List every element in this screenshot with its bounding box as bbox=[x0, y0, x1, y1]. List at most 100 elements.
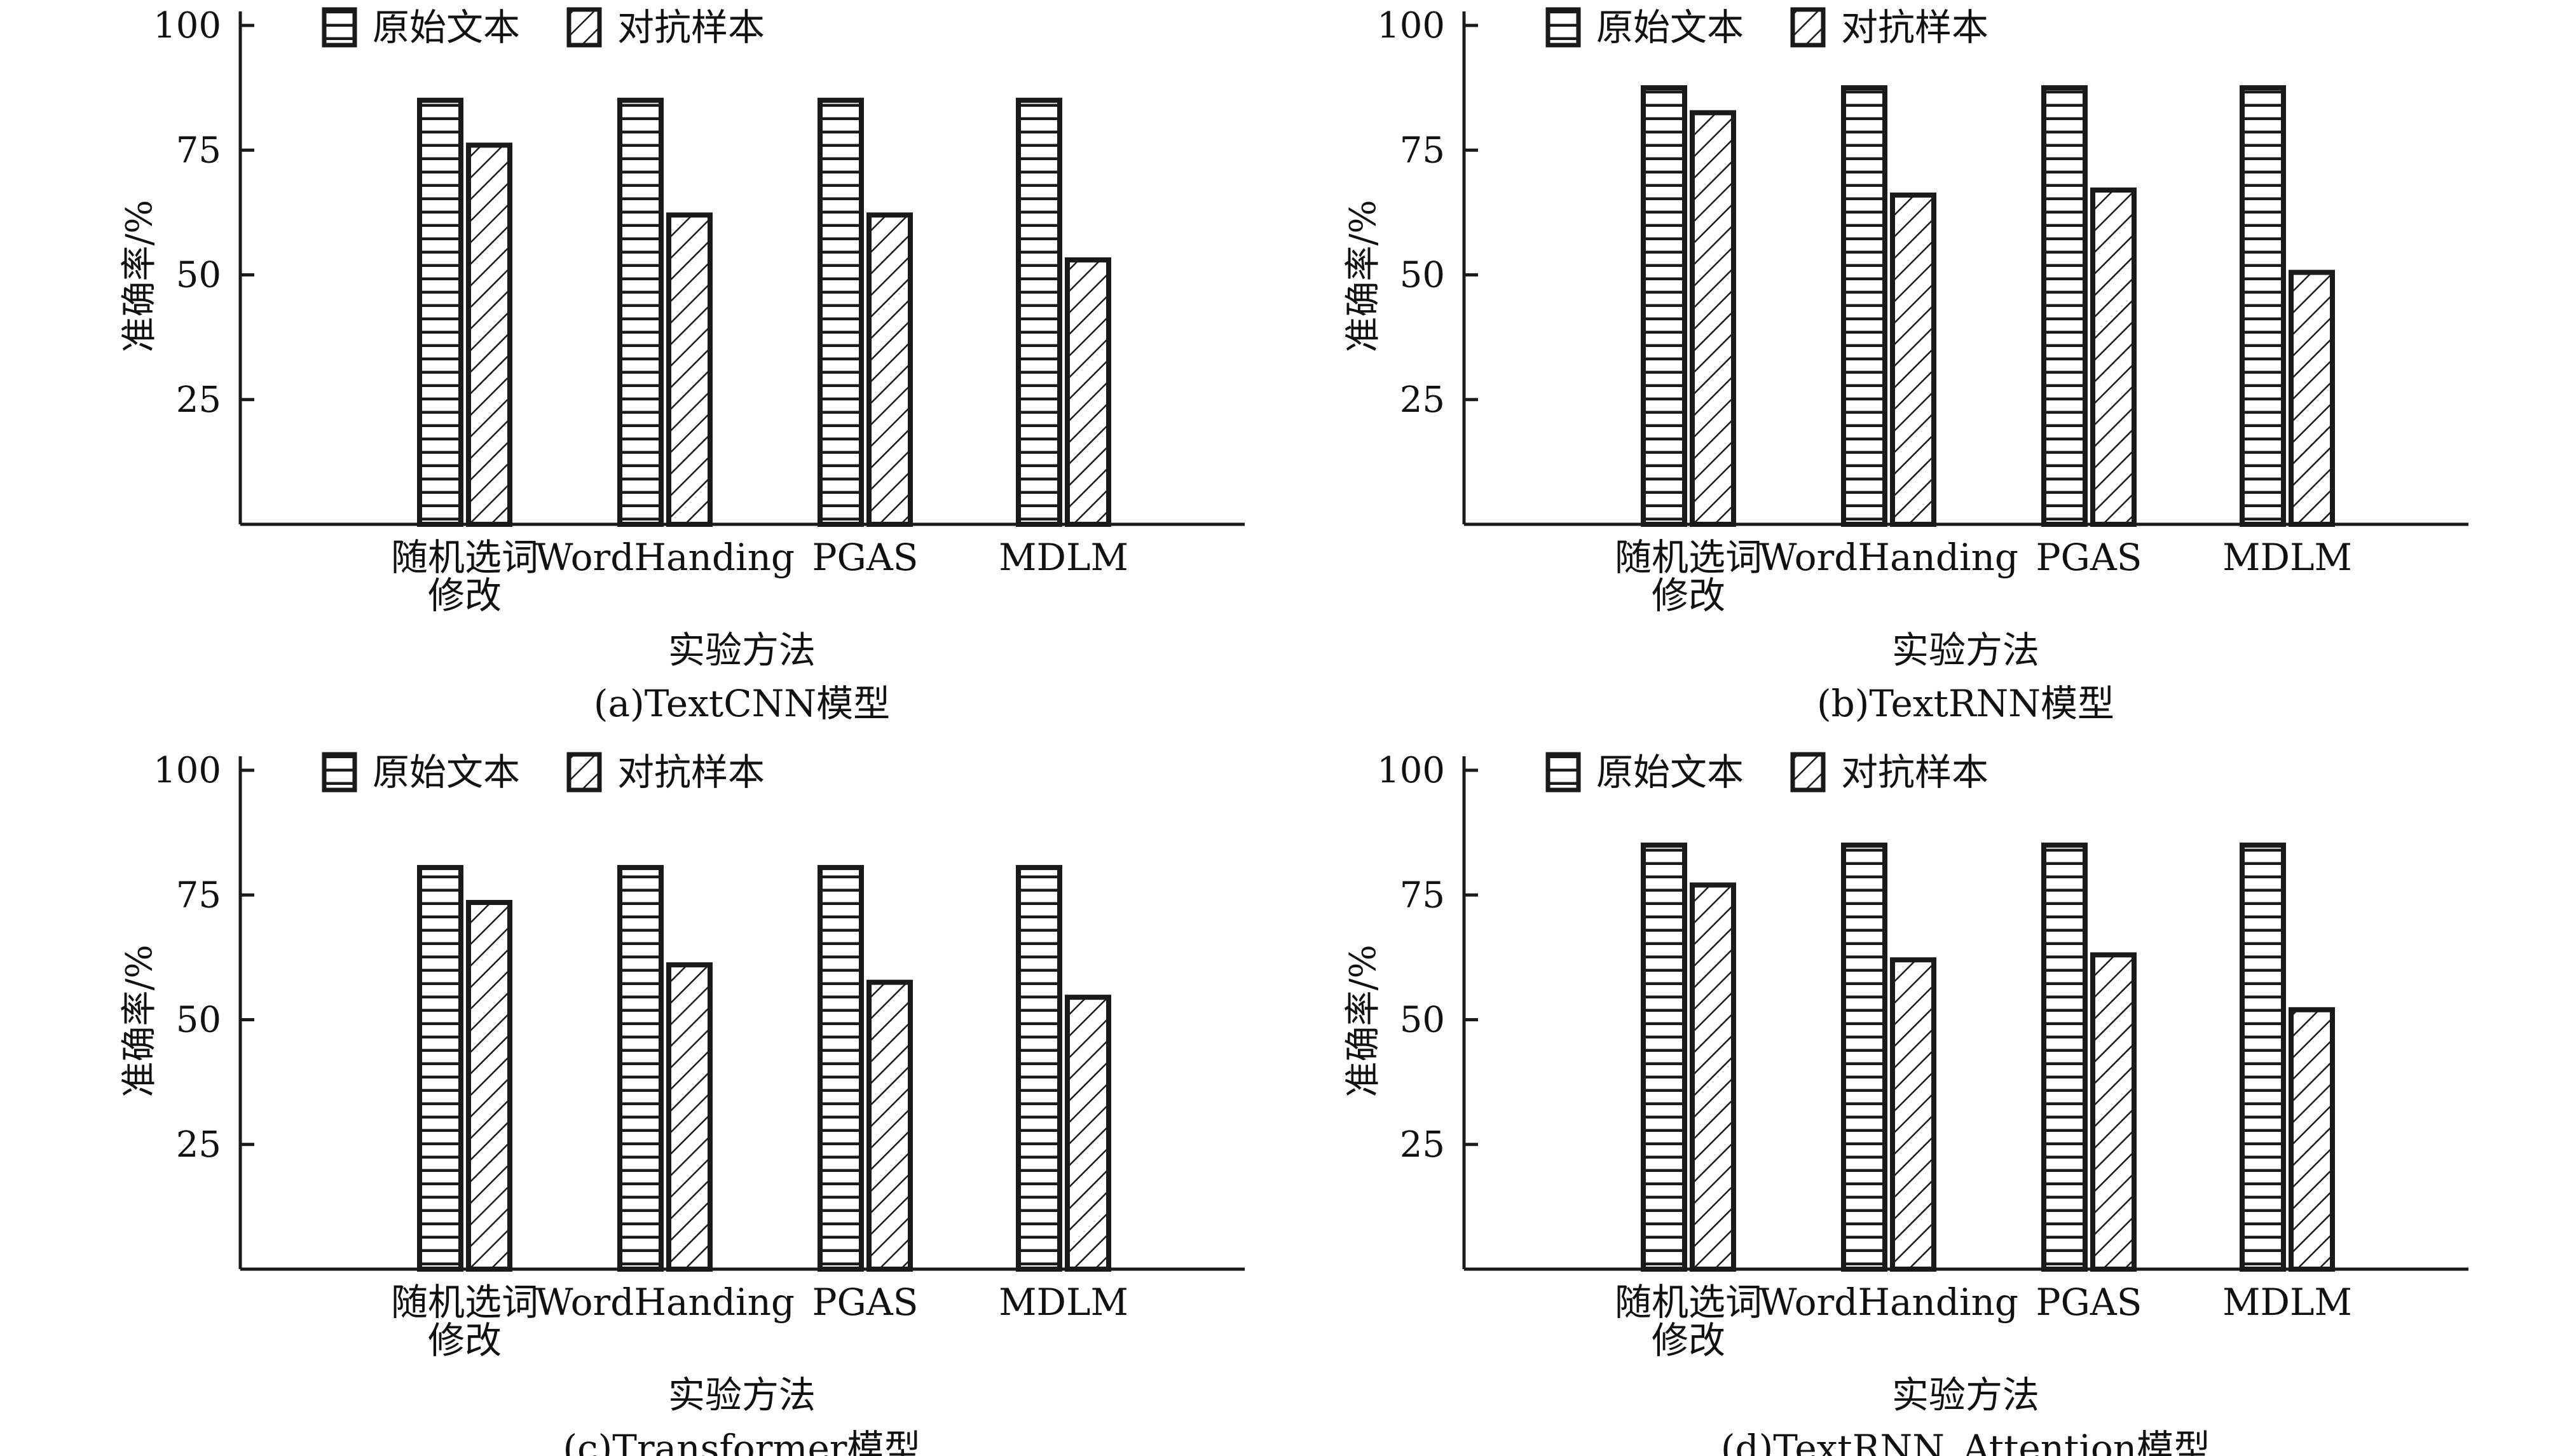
bar-original-text bbox=[1841, 85, 1887, 527]
y-axis-label: 准确率/% bbox=[1343, 944, 1384, 1097]
bar-adversarial-sample bbox=[666, 212, 713, 527]
legend: 原始文本 对抗样本 bbox=[1545, 751, 1988, 794]
y-tick-label: 100 bbox=[1377, 750, 1445, 791]
bar-adversarial-sample bbox=[666, 962, 713, 1272]
bar-adversarial-sample bbox=[1065, 995, 1111, 1272]
legend-label-adversarial: 对抗样本 bbox=[617, 751, 765, 794]
bar-adversarial-sample bbox=[866, 979, 913, 1272]
legend-label-adversarial: 对抗样本 bbox=[1841, 6, 1988, 49]
x-tick-label: 随机选词 bbox=[1615, 1281, 1762, 1324]
x-tick-label: 修改 bbox=[1652, 1319, 1725, 1362]
y-axis-label: 准确率/% bbox=[1343, 200, 1384, 352]
legend-label-original: 原始文本 bbox=[373, 6, 520, 49]
panel-caption: (b)TextRNN模型 bbox=[1817, 682, 2114, 725]
bar-adversarial-sample bbox=[1890, 192, 1936, 527]
x-tick-label: WordHanding bbox=[1759, 1281, 2018, 1324]
x-axis-label: 实验方法 bbox=[668, 1373, 816, 1417]
bar-adversarial-sample bbox=[466, 142, 512, 527]
legend: 原始文本 对抗样本 bbox=[322, 6, 765, 49]
x-axis-label: 实验方法 bbox=[1892, 629, 2039, 672]
x-tick-label: 修改 bbox=[428, 1319, 502, 1362]
legend-swatch-adversarial bbox=[566, 752, 602, 793]
bar-adversarial-sample bbox=[2090, 187, 2137, 527]
x-tick-label: 随机选词 bbox=[1615, 536, 1762, 579]
y-tick-label: 100 bbox=[1377, 5, 1445, 46]
x-tick-label: MDLM bbox=[2222, 1281, 2352, 1324]
x-tick-label: WordHanding bbox=[535, 1281, 795, 1324]
bar-original-text bbox=[818, 865, 864, 1272]
y-tick-label: 25 bbox=[1400, 1124, 1445, 1166]
panel-caption: (c)Transformer模型 bbox=[563, 1427, 921, 1456]
x-tick-label: PGAS bbox=[2036, 536, 2142, 579]
bar-original-text bbox=[1641, 842, 1687, 1272]
legend-swatch-original bbox=[1545, 752, 1581, 793]
bar-original-text bbox=[2240, 842, 2286, 1272]
x-tick-label: PGAS bbox=[2036, 1281, 2142, 1324]
legend-label-adversarial: 对抗样本 bbox=[1841, 751, 1988, 794]
legend-swatch-adversarial bbox=[1790, 752, 1826, 793]
bar-adversarial-sample bbox=[1890, 957, 1936, 1272]
panel-caption: (a)TextCNN模型 bbox=[594, 682, 890, 725]
y-tick-label: 50 bbox=[176, 255, 221, 296]
bar-adversarial-sample bbox=[2289, 1007, 2335, 1272]
bar-original-text bbox=[1016, 97, 1062, 527]
bar-original-text bbox=[617, 97, 664, 527]
legend-swatch-adversarial bbox=[566, 7, 602, 48]
legend: 原始文本 对抗样本 bbox=[1545, 6, 1988, 49]
y-tick-label: 25 bbox=[1400, 379, 1445, 421]
legend: 原始文本 对抗样本 bbox=[322, 751, 765, 794]
y-tick-label: 50 bbox=[1400, 1000, 1445, 1041]
x-tick-label: 随机选词 bbox=[391, 536, 538, 579]
x-tick-label: WordHanding bbox=[1759, 536, 2018, 579]
bar-adversarial-sample bbox=[1690, 882, 1736, 1272]
x-axis-label: 实验方法 bbox=[1892, 1373, 2039, 1417]
legend-swatch-adversarial bbox=[1790, 7, 1826, 48]
bar-original-text bbox=[617, 865, 664, 1272]
legend-swatch-original bbox=[1545, 7, 1581, 48]
legend-label-original: 原始文本 bbox=[1596, 751, 1744, 794]
bar-adversarial-sample bbox=[1690, 110, 1736, 527]
y-tick-label: 75 bbox=[1400, 130, 1445, 171]
y-axis-label: 准确率/% bbox=[119, 200, 160, 352]
x-tick-label: 修改 bbox=[428, 574, 502, 617]
y-tick-label: 50 bbox=[176, 1000, 221, 1041]
x-tick-label: 修改 bbox=[1652, 574, 1725, 617]
bar-original-text bbox=[1841, 842, 1887, 1272]
bar-adversarial-sample bbox=[1065, 257, 1111, 527]
bar-original-text bbox=[1016, 865, 1062, 1272]
y-tick-label: 75 bbox=[176, 130, 221, 171]
bar-adversarial-sample bbox=[2289, 269, 2335, 527]
y-axis-label: 准确率/% bbox=[119, 944, 160, 1097]
legend-label-adversarial: 对抗样本 bbox=[617, 6, 765, 49]
legend-swatch-original bbox=[322, 7, 357, 48]
x-tick-label: PGAS bbox=[812, 1281, 919, 1324]
bar-original-text bbox=[417, 97, 463, 527]
y-tick-label: 100 bbox=[153, 750, 221, 791]
x-tick-label: MDLM bbox=[2222, 536, 2352, 579]
legend-label-original: 原始文本 bbox=[1596, 6, 1744, 49]
y-tick-label: 25 bbox=[176, 379, 221, 421]
bar-original-text bbox=[1641, 85, 1687, 527]
bar-original-text bbox=[818, 97, 864, 527]
legend-label-original: 原始文本 bbox=[373, 751, 520, 794]
x-tick-label: PGAS bbox=[812, 536, 919, 579]
panel-caption: (d)TextRNN_Attention模型 bbox=[1721, 1427, 2210, 1456]
x-tick-label: MDLM bbox=[999, 536, 1128, 579]
x-tick-label: WordHanding bbox=[535, 536, 795, 579]
bar-original-text bbox=[2041, 85, 2088, 527]
bar-original-text bbox=[2240, 85, 2286, 527]
legend-swatch-original bbox=[322, 752, 357, 793]
y-tick-label: 75 bbox=[176, 874, 221, 916]
y-tick-label: 100 bbox=[153, 5, 221, 46]
bar-adversarial-sample bbox=[466, 900, 512, 1272]
x-axis-label: 实验方法 bbox=[668, 629, 816, 672]
x-tick-label: 随机选词 bbox=[391, 1281, 538, 1324]
y-tick-label: 75 bbox=[1400, 874, 1445, 916]
bar-adversarial-sample bbox=[866, 212, 913, 527]
bar-original-text bbox=[2041, 842, 2088, 1272]
